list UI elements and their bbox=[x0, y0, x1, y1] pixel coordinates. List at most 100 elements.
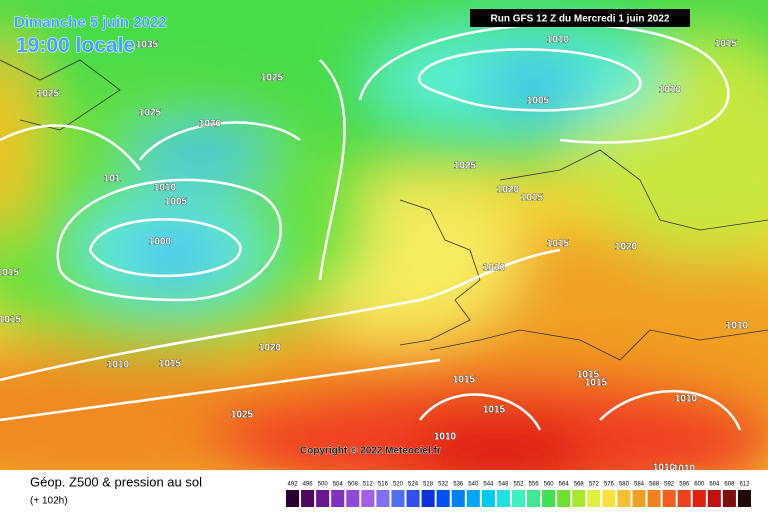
scale-swatch bbox=[316, 490, 330, 507]
isobar-label: 1020 bbox=[497, 185, 520, 196]
scale-swatch bbox=[481, 490, 495, 507]
isobar-label: 1025 bbox=[454, 161, 477, 172]
scale-label: 544 bbox=[483, 482, 494, 488]
isobars bbox=[0, 22, 742, 431]
scale-label: 568 bbox=[574, 482, 585, 488]
scale-label: 580 bbox=[619, 482, 630, 488]
isobar-label: 1010 bbox=[673, 464, 696, 475]
scale-label: 508 bbox=[348, 482, 359, 488]
isobar-label: 1015 bbox=[0, 315, 22, 326]
scale-label: 496 bbox=[303, 482, 314, 488]
scale-label: 612 bbox=[739, 482, 750, 488]
scale-label: 592 bbox=[664, 482, 675, 488]
scale-swatch bbox=[632, 490, 646, 507]
scale-swatch bbox=[406, 490, 420, 507]
scale-swatch bbox=[557, 490, 571, 507]
isobar-label: 1010 bbox=[659, 85, 682, 96]
date: Dimanche 5 juin 2022 bbox=[14, 14, 167, 31]
isobar-label: 1010 bbox=[483, 263, 506, 274]
scale-swatch bbox=[542, 490, 556, 507]
isobar-label: 1005 bbox=[527, 96, 550, 107]
scale-label: 528 bbox=[423, 482, 434, 488]
isobar-label: 1015 bbox=[715, 39, 738, 50]
isobar-label: 1025 bbox=[231, 410, 254, 421]
time: 19:00 locale bbox=[16, 34, 135, 57]
legend-title: Géop. Z500 & pression au sol bbox=[30, 474, 202, 489]
scale-swatch bbox=[331, 490, 345, 507]
isobar-label: 1035 bbox=[136, 40, 159, 51]
scale-swatch bbox=[527, 490, 541, 507]
isobar-labels: 1035102510251025102010110101005100010151… bbox=[0, 34, 749, 475]
scale-swatch bbox=[617, 490, 631, 507]
scale-label: 536 bbox=[453, 482, 464, 488]
scale-swatch bbox=[511, 490, 526, 507]
isobar-label: 1010 bbox=[154, 183, 177, 194]
isobar-label: 1015 bbox=[483, 405, 506, 416]
legend-subtitle: (+ 102h) bbox=[30, 496, 68, 507]
scale-swatch bbox=[301, 490, 315, 507]
isobar-label: 1000 bbox=[149, 237, 172, 248]
scale-swatch bbox=[421, 490, 435, 507]
scale-label: 556 bbox=[529, 482, 540, 488]
isobar-label: 1015 bbox=[453, 375, 476, 386]
isobar-label: 1015 bbox=[521, 193, 544, 204]
scale-label: 500 bbox=[318, 482, 329, 488]
scale-label: 564 bbox=[559, 482, 570, 488]
scale-label: 604 bbox=[709, 482, 720, 488]
scale-label: 584 bbox=[634, 482, 645, 488]
scale-label: 504 bbox=[333, 482, 344, 488]
scale-swatch bbox=[602, 490, 616, 507]
scale-swatch bbox=[572, 490, 586, 507]
isobar-label: 1015 bbox=[577, 370, 600, 381]
isobar-label: 1015 bbox=[159, 359, 182, 370]
date-stamp: Dimanche 5 juin 2022 19:00 locale bbox=[14, 14, 167, 58]
isobar-label: 1010 bbox=[547, 35, 570, 46]
color-scale: 492 496 500 504 508 512 516 520 524 528 532 536 540 5… bbox=[286, 482, 751, 507]
run-info: Run GFS 12 Z du Mercredi 1 juin 2022 bbox=[491, 14, 670, 25]
scale-swatch bbox=[361, 490, 375, 507]
scale-swatch bbox=[346, 490, 360, 507]
scale-label: 540 bbox=[468, 482, 479, 488]
isobar-label: 101 bbox=[104, 174, 121, 185]
run-box bbox=[470, 9, 690, 27]
scale-swatch bbox=[376, 490, 390, 507]
coastlines bbox=[0, 59, 768, 361]
scale-swatch bbox=[496, 490, 510, 507]
scale-label: 520 bbox=[393, 482, 404, 488]
scale-label: 560 bbox=[544, 482, 555, 488]
isobar-label: 1020 bbox=[615, 242, 638, 253]
isobar-label: 1025 bbox=[261, 73, 284, 84]
scale-swatch bbox=[722, 490, 736, 507]
scale-swatch bbox=[436, 490, 450, 507]
scale-swatch bbox=[451, 490, 465, 507]
scale-swatch bbox=[692, 490, 706, 507]
scale-swatch bbox=[286, 490, 300, 507]
scale-label: 492 bbox=[288, 482, 299, 488]
isobar-label: 1015 bbox=[585, 378, 608, 389]
isobar-label: 1010 bbox=[107, 360, 130, 371]
scale-swatch bbox=[707, 490, 721, 507]
isobar-label: 1015 bbox=[0, 268, 20, 279]
copyright: Copyright © 2022 Meteociel.fr bbox=[300, 446, 441, 457]
scale-swatch bbox=[677, 490, 691, 507]
scale-label: 608 bbox=[724, 482, 735, 488]
scale-swatch bbox=[391, 490, 405, 507]
isobar-label: 1025 bbox=[139, 108, 162, 119]
scale-label: 516 bbox=[378, 482, 389, 488]
scale-label: 548 bbox=[498, 482, 509, 488]
scale-swatch bbox=[737, 490, 751, 507]
scale-label: 588 bbox=[649, 482, 660, 488]
isobar-label: 1020 bbox=[199, 119, 222, 130]
scale-label: 572 bbox=[589, 482, 600, 488]
scale-label: 512 bbox=[363, 482, 374, 488]
scale-swatch bbox=[466, 490, 480, 507]
scale-label: 524 bbox=[408, 482, 419, 488]
scale-swatch bbox=[647, 490, 661, 507]
scale-swatch bbox=[587, 490, 601, 507]
isobar-label: 1020 bbox=[259, 343, 282, 354]
isobar-label: 1010 bbox=[675, 394, 698, 405]
isobar-label: 1005 bbox=[165, 197, 188, 208]
scale-label: 552 bbox=[513, 482, 524, 488]
